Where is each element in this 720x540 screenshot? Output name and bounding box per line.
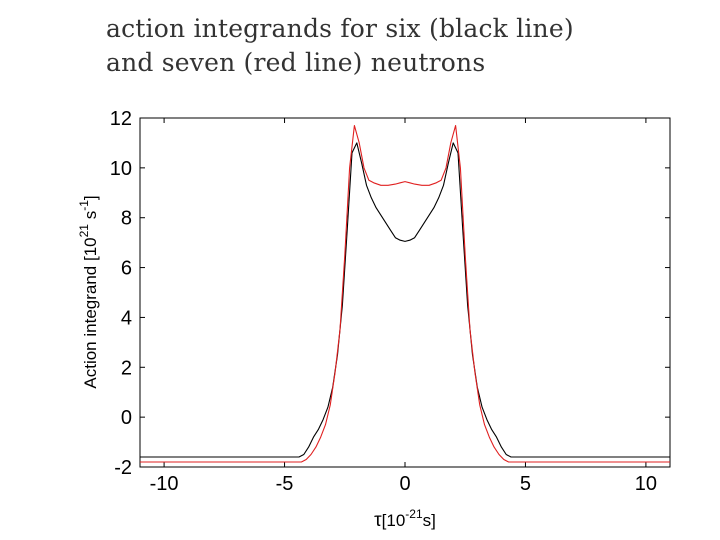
x-axis-label: τ[10-21s] [374, 507, 436, 531]
y-tick-label: 8 [121, 208, 132, 230]
y-tick-label: 6 [121, 258, 132, 280]
x-tick-label: 5 [520, 473, 531, 495]
y-axis-label-main: Action integrand [10 [81, 237, 100, 388]
y-tick-label: 12 [110, 108, 132, 130]
y-tick-label: 4 [121, 307, 132, 329]
x-tick-label: 0 [399, 473, 410, 495]
y-axis-label-exp-2: -1 [77, 200, 91, 211]
x-tick-label: -5 [276, 473, 294, 495]
series-line-1 [140, 124, 670, 463]
series-layer [140, 124, 670, 463]
y-tick-label: -2 [114, 457, 132, 479]
plot-area-frame [139, 117, 671, 468]
y-axis-label-exp-1: 21 [77, 224, 91, 238]
slide-title-line-1: action integrands for six (black line) [106, 14, 574, 43]
x-axis-label-unit-exp: -21 [405, 507, 423, 521]
y-axis-label-tail: ] [81, 195, 100, 200]
x-axis-label-unit-base: [10 [382, 511, 406, 530]
y-tick-label: 10 [110, 158, 132, 180]
slide-title-line-2: and seven (red line) neutrons [106, 48, 486, 77]
y-axis-label: Action integrand [1021 s-1] [77, 195, 100, 388]
series-line-0 [140, 142, 670, 458]
y-tick-label: 0 [121, 407, 132, 429]
axis-ticks: -10 -5 0 5 10 -2 0 2 4 6 8 10 12 [110, 108, 670, 495]
x-axis-label-unit-tail: s] [423, 511, 436, 530]
x-axis-label-symbol: τ [374, 510, 382, 531]
y-axis-label-mid: s [81, 211, 100, 224]
y-tick-label: 2 [121, 357, 132, 379]
x-tick-label: 10 [635, 473, 657, 495]
x-tick-label: -10 [150, 473, 179, 495]
slide-title: action integrands for six (black line) a… [106, 12, 706, 80]
